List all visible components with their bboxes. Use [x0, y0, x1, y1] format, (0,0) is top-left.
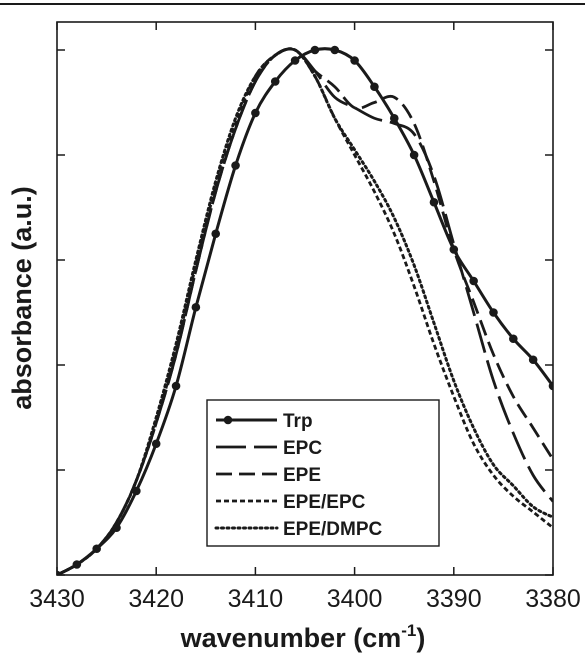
y-ticks: [57, 49, 553, 576]
series-point-trp: [290, 56, 300, 65]
y-axis-title: absorbance (a.u.): [7, 186, 37, 410]
legend-label-epe-dmpc: EPE/DMPC: [283, 519, 383, 540]
x-tick-label: 3430: [29, 585, 85, 613]
series-point-trp: [489, 308, 498, 317]
x-tick-label: 3390: [426, 585, 482, 613]
series-point-trp: [57, 570, 62, 575]
plot-frame: [56, 21, 554, 576]
series-point-trp: [509, 334, 518, 344]
series-point-trp: [171, 381, 181, 391]
series-point-trp: [191, 302, 201, 312]
x-ticks: 3430 3420 3410 3400 3390 3380: [29, 22, 581, 613]
series-point-trp: [211, 229, 221, 239]
x-tick-label: 3420: [128, 585, 184, 613]
series-point-trp: [72, 560, 82, 569]
series-point-trp: [370, 82, 379, 92]
x-axis-title: wavenumber (cm-1): [180, 621, 426, 653]
series-point-trp: [528, 355, 538, 365]
x-axis-title-main: wavenumber (cm: [180, 623, 402, 653]
series-point-trp: [92, 544, 101, 554]
x-axis-title-suffix: ): [416, 623, 425, 653]
series-line-epe-dmpc: [57, 47, 553, 575]
series-point-trp: [310, 45, 320, 55]
series-point-trp: [151, 439, 161, 449]
x-axis-title-superscript: -1: [401, 621, 416, 640]
x-tick-label: 3400: [327, 585, 383, 613]
series-point-trp: [350, 56, 359, 65]
legend-label-epe-epc: EPE/EPC: [283, 492, 366, 513]
legend: Trp EPC EPE EPE/EPC EPE/DMPC: [206, 399, 440, 547]
series-line-trp: [57, 47, 553, 575]
legend-label-epe: EPE: [283, 465, 321, 486]
x-tick-label: 3380: [525, 585, 581, 613]
series-point-trp: [429, 197, 439, 207]
x-tick-label: 3410: [228, 585, 284, 613]
series-point-trp: [231, 161, 240, 170]
legend-label-trp: Trp: [283, 411, 313, 432]
series-point-trp: [112, 523, 121, 533]
series-point-trp: [330, 45, 340, 55]
series-layer: [57, 45, 553, 575]
series-point-trp: [409, 150, 419, 160]
series-point-trp: [251, 108, 260, 118]
series-point-trp: [270, 77, 280, 86]
legend-marker-trp: [223, 415, 233, 425]
series-point-trp: [548, 381, 553, 391]
series-point-trp: [132, 486, 141, 496]
series-point-trp: [449, 245, 459, 254]
legend-label-epc: EPC: [283, 438, 322, 459]
series-point-trp: [389, 113, 399, 123]
series-point-trp: [469, 276, 478, 286]
